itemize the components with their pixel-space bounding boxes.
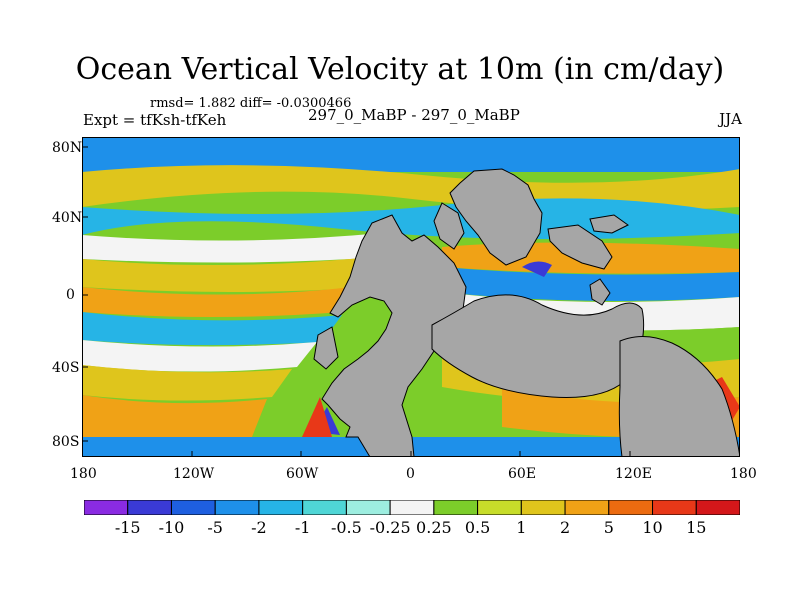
colorbar-swatch — [608, 500, 654, 515]
colorbar — [84, 500, 740, 515]
map-panel — [82, 137, 740, 457]
colorbar-swatch — [170, 500, 216, 515]
colorbar-swatch — [433, 500, 479, 515]
velocity-field — [82, 137, 740, 457]
colorbar-swatch — [477, 500, 522, 515]
lat-tick-label: 0 — [66, 287, 75, 303]
colorbar-swatch — [652, 500, 697, 515]
colorbar-label: -0.5 — [330, 518, 362, 537]
lat-tick-label: 80N — [52, 140, 83, 156]
colorbar-swatch — [84, 500, 129, 515]
season-label: JJA — [719, 110, 742, 128]
colorbar-swatch — [214, 500, 260, 515]
colorbar-label: -15 — [114, 518, 141, 537]
stats-label: rmsd= 1.882 diff= -0.0300466 — [150, 96, 352, 111]
colorbar-swatch — [302, 500, 347, 515]
colorbar-swatch — [695, 500, 740, 515]
colorbar-label: -1 — [294, 518, 311, 537]
lon-tick-label: 180 — [730, 466, 757, 482]
colorbar-label: 15 — [686, 518, 707, 537]
lon-tick-label: 0 — [406, 466, 415, 482]
colorbar-label: 0.25 — [416, 518, 452, 537]
experiment-label: Expt = tfKsh-tfKeh — [83, 111, 227, 129]
colorbar-swatch — [564, 500, 610, 515]
colorbar-label: -5 — [207, 518, 223, 537]
lon-tick-label: 180 — [70, 466, 97, 482]
colorbar-label: 5 — [603, 518, 614, 537]
colorbar-label: 0.5 — [464, 518, 491, 537]
colorbar-label: -10 — [158, 518, 185, 537]
colorbar-swatch — [389, 500, 435, 515]
lat-tick-label: 40N — [52, 210, 83, 226]
colorbar-label: 1 — [516, 518, 527, 537]
colorbar-swatch — [127, 500, 172, 515]
colorbar-label: -2 — [251, 518, 267, 537]
axis-ticks — [82, 146, 631, 457]
plot-title: Ocean Vertical Velocity at 10m (in cm/da… — [75, 52, 725, 87]
comparison-label: 297_0_MaBP - 297_0_MaBP — [308, 106, 520, 124]
lon-tick-label: 60E — [508, 466, 537, 482]
colorbar-swatch — [258, 500, 304, 515]
colorbar-swatch — [520, 500, 566, 515]
lat-tick-label: 40S — [52, 360, 80, 376]
lat-tick-label: 80S — [52, 434, 80, 450]
colorbar-swatch — [345, 500, 391, 515]
colorbar-label: 10 — [642, 518, 663, 537]
lon-tick-label: 60W — [286, 466, 319, 482]
lon-tick-label: 120W — [173, 466, 215, 482]
colorbar-label: -0.25 — [369, 518, 411, 537]
colorbar-label: 2 — [559, 518, 571, 537]
lon-tick-label: 120E — [615, 466, 652, 482]
